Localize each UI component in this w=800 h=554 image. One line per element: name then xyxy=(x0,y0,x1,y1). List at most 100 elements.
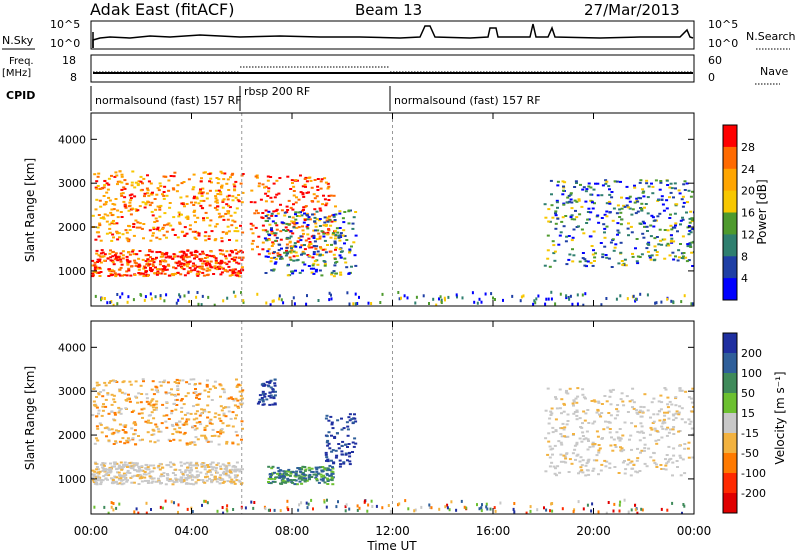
data-cell xyxy=(606,426,610,429)
data-cell xyxy=(555,201,559,204)
data-cell xyxy=(672,196,675,199)
data-cell xyxy=(546,234,550,237)
nsky-left-tick-top: 10^5 xyxy=(50,18,80,31)
data-cell xyxy=(98,422,102,425)
data-cell xyxy=(546,249,550,252)
data-cell xyxy=(636,262,640,265)
data-cell xyxy=(640,430,644,433)
data-cell xyxy=(104,469,108,472)
data-cell xyxy=(137,435,140,437)
data-cell xyxy=(269,482,273,485)
data-cell xyxy=(216,431,220,433)
data-cell xyxy=(123,392,127,395)
data-cell xyxy=(575,200,579,203)
data-cell xyxy=(342,229,346,232)
data-cell xyxy=(138,250,142,252)
data-cell xyxy=(638,181,642,184)
data-cell xyxy=(612,207,616,210)
data-cell xyxy=(478,297,481,301)
data-cell xyxy=(274,476,278,479)
data-cell xyxy=(650,428,654,431)
data-cell xyxy=(600,463,604,466)
data-cell xyxy=(525,511,528,514)
data-cell xyxy=(156,391,160,394)
data-cell xyxy=(205,264,208,267)
data-cell xyxy=(310,200,314,202)
data-cell xyxy=(184,216,188,219)
data-cell xyxy=(93,271,97,273)
data-cell xyxy=(555,474,558,477)
data-cell xyxy=(605,400,609,403)
data-cell xyxy=(93,505,96,509)
data-cell xyxy=(215,463,219,466)
data-cell xyxy=(119,266,123,269)
data-cell xyxy=(122,482,126,485)
data-cell xyxy=(221,387,225,390)
data-cell xyxy=(631,255,635,258)
data-cell xyxy=(185,442,189,445)
data-cell xyxy=(562,454,566,457)
data-cell xyxy=(202,274,206,277)
data-cell xyxy=(210,473,214,476)
data-cell xyxy=(228,274,232,277)
data-cell xyxy=(283,470,287,473)
data-cell xyxy=(171,228,175,231)
data-cell xyxy=(272,397,276,400)
data-cell xyxy=(331,483,335,486)
data-cell xyxy=(207,411,211,414)
data-cell xyxy=(146,275,149,277)
data-cell xyxy=(210,479,214,482)
data-cell xyxy=(310,246,314,249)
data-cell xyxy=(322,474,325,477)
data-cell xyxy=(484,292,487,296)
data-cell xyxy=(325,435,329,438)
data-cell xyxy=(184,263,187,266)
data-cell xyxy=(597,451,601,454)
data-cell xyxy=(316,263,320,266)
data-cell xyxy=(296,240,300,243)
data-cell xyxy=(460,499,463,503)
data-cell xyxy=(329,236,333,239)
data-cell xyxy=(265,381,269,384)
data-cell xyxy=(689,397,693,400)
data-cell xyxy=(340,444,344,447)
data-cell xyxy=(687,441,691,444)
data-cell xyxy=(269,386,273,389)
data-cell xyxy=(199,412,203,415)
data-cell xyxy=(675,410,679,413)
data-cell xyxy=(287,199,291,202)
data-cell xyxy=(266,213,270,216)
data-cell xyxy=(292,250,296,253)
data-cell xyxy=(270,230,274,233)
data-cell xyxy=(142,223,146,225)
data-cell xyxy=(269,508,271,512)
data-cell xyxy=(124,478,128,481)
data-cell xyxy=(275,193,279,196)
data-cell xyxy=(680,300,683,304)
data-cell xyxy=(347,209,351,212)
data-cell xyxy=(117,464,121,467)
data-cell xyxy=(652,413,656,416)
data-cell xyxy=(292,185,296,188)
data-cell xyxy=(352,302,355,306)
data-cell xyxy=(675,203,679,206)
data-cell xyxy=(622,404,626,407)
data-cell xyxy=(627,197,631,200)
data-cell xyxy=(603,245,607,248)
data-cell xyxy=(638,470,642,472)
data-cell xyxy=(235,474,239,477)
data-cell xyxy=(121,479,125,482)
data-cell xyxy=(150,297,153,301)
colorbar-tick-label: 200 xyxy=(741,347,762,360)
data-cell xyxy=(626,227,630,230)
data-cell xyxy=(100,298,102,302)
data-cell xyxy=(159,204,163,207)
data-cell xyxy=(554,227,558,230)
data-cell xyxy=(193,257,196,260)
data-cell xyxy=(678,454,682,457)
data-cell xyxy=(630,213,634,216)
data-cell xyxy=(632,407,636,410)
data-cell xyxy=(312,473,316,476)
data-cell xyxy=(216,471,220,474)
data-cell xyxy=(670,299,673,303)
